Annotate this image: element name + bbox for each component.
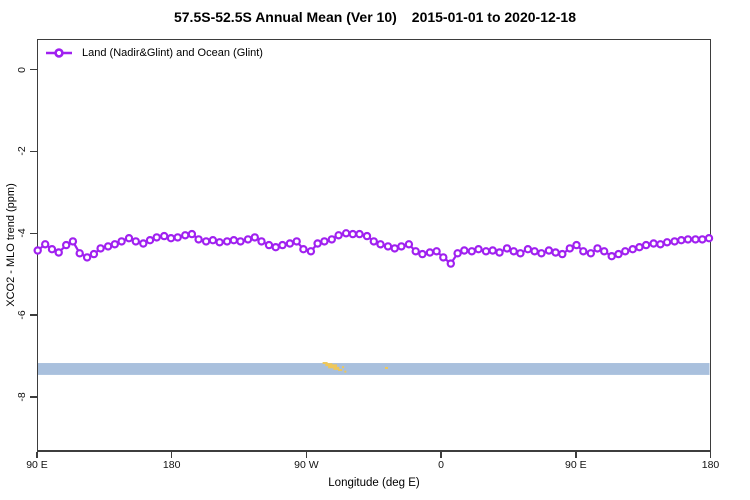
y-tick-mark bbox=[30, 314, 37, 316]
chart-title-region: 57.5S-52.5S Annual Mean (Ver 10) bbox=[173, 9, 397, 25]
y-tick-mark bbox=[30, 150, 37, 153]
y-tick-label: 0 bbox=[16, 66, 28, 73]
plot-frame bbox=[37, 39, 711, 452]
x-tick-mark bbox=[305, 451, 308, 458]
x-tick-label: 90 E bbox=[564, 459, 587, 471]
legend-marker-icon bbox=[46, 48, 72, 58]
x-tick-mark bbox=[440, 451, 442, 458]
chart-title-date-range: 2015-01-01 to 2020-12-18 bbox=[411, 9, 577, 25]
x-tick-mark bbox=[709, 451, 712, 458]
x-tick-label: 180 bbox=[701, 459, 720, 471]
y-tick-mark bbox=[30, 68, 37, 71]
y-tick-label: -6 bbox=[16, 310, 28, 320]
legend: Land (Nadir&Glint) and Ocean (Glint) bbox=[45, 46, 263, 60]
x-tick-mark bbox=[575, 451, 577, 458]
legend-label: Land (Nadir&Glint) and Ocean (Glint) bbox=[82, 47, 263, 59]
y-tick-mark bbox=[30, 396, 37, 398]
y-axis-title: XCO2 - MLO trend (ppm) bbox=[5, 183, 17, 307]
x-tick-label: 0 bbox=[438, 459, 445, 471]
chart-title: 57.5S-52.5S Annual Mean (Ver 10) 2015-01-… bbox=[0, 9, 750, 25]
y-tick-label: -2 bbox=[16, 146, 28, 157]
y-tick-mark bbox=[30, 232, 37, 234]
x-tick-label: 180 bbox=[162, 459, 181, 471]
x-tick-label: 90 W bbox=[294, 459, 319, 471]
y-tick-label: -8 bbox=[16, 392, 28, 402]
x-tick-label: 90 E bbox=[26, 459, 48, 471]
x-tick-mark bbox=[170, 451, 173, 458]
x-tick-mark bbox=[36, 451, 38, 458]
y-tick-label: -4 bbox=[16, 228, 28, 238]
x-axis-title: Longitude (deg E) bbox=[328, 477, 420, 489]
